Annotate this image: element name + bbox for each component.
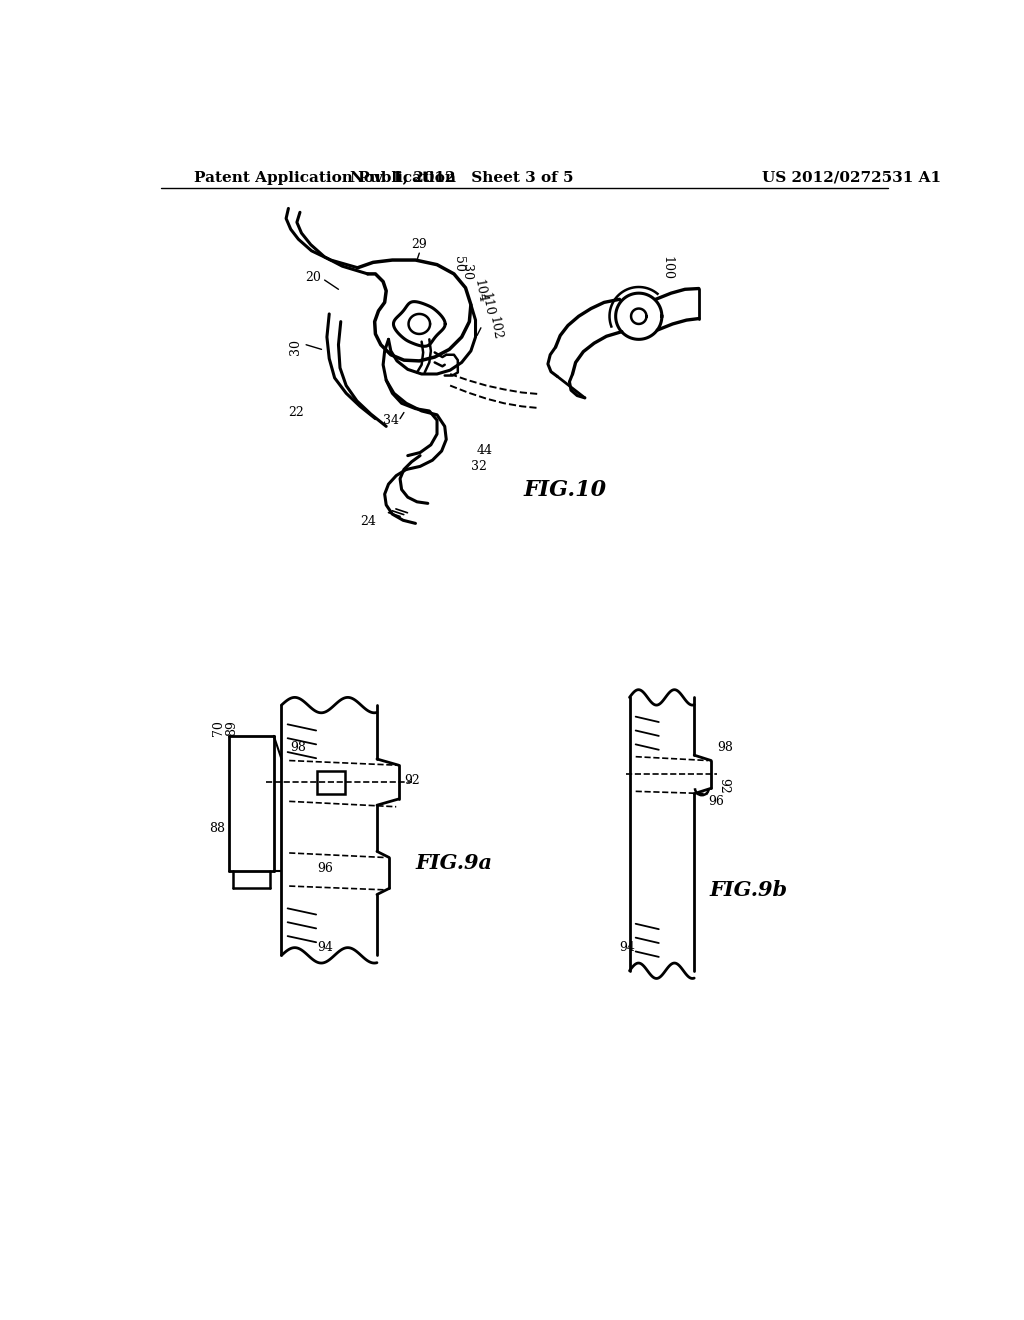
Text: 110: 110 — [478, 292, 496, 318]
Text: FIG.9b: FIG.9b — [710, 880, 787, 900]
Text: 89: 89 — [225, 721, 239, 737]
Text: 96: 96 — [708, 795, 724, 808]
Text: 98: 98 — [290, 741, 306, 754]
Text: 88: 88 — [209, 822, 225, 834]
Text: 102: 102 — [486, 315, 503, 341]
Text: 50: 50 — [453, 256, 466, 272]
Text: 98: 98 — [717, 741, 733, 754]
Text: 94: 94 — [620, 941, 635, 954]
Text: 30: 30 — [460, 264, 473, 280]
Text: Nov. 1, 2012   Sheet 3 of 5: Nov. 1, 2012 Sheet 3 of 5 — [350, 170, 573, 185]
Text: 96: 96 — [317, 862, 334, 875]
Text: 20: 20 — [305, 271, 322, 284]
Text: FIG.10: FIG.10 — [523, 479, 606, 500]
Text: 29: 29 — [412, 238, 427, 251]
Text: 92: 92 — [403, 774, 420, 787]
Text: 24: 24 — [360, 515, 376, 528]
Text: 104: 104 — [472, 279, 488, 304]
Text: 44: 44 — [477, 445, 494, 458]
Text: 100: 100 — [660, 256, 674, 280]
Text: US 2012/0272531 A1: US 2012/0272531 A1 — [762, 170, 941, 185]
Text: 32: 32 — [471, 459, 486, 473]
Text: 70: 70 — [212, 721, 225, 737]
Bar — [316, 771, 345, 793]
Text: Patent Application Publication: Patent Application Publication — [194, 170, 456, 185]
Text: 92: 92 — [717, 777, 730, 793]
Text: 22: 22 — [288, 407, 304, 418]
Text: FIG.9a: FIG.9a — [416, 853, 493, 873]
Text: 30: 30 — [289, 339, 301, 355]
Text: 34: 34 — [383, 413, 398, 426]
Text: 94: 94 — [317, 941, 334, 954]
